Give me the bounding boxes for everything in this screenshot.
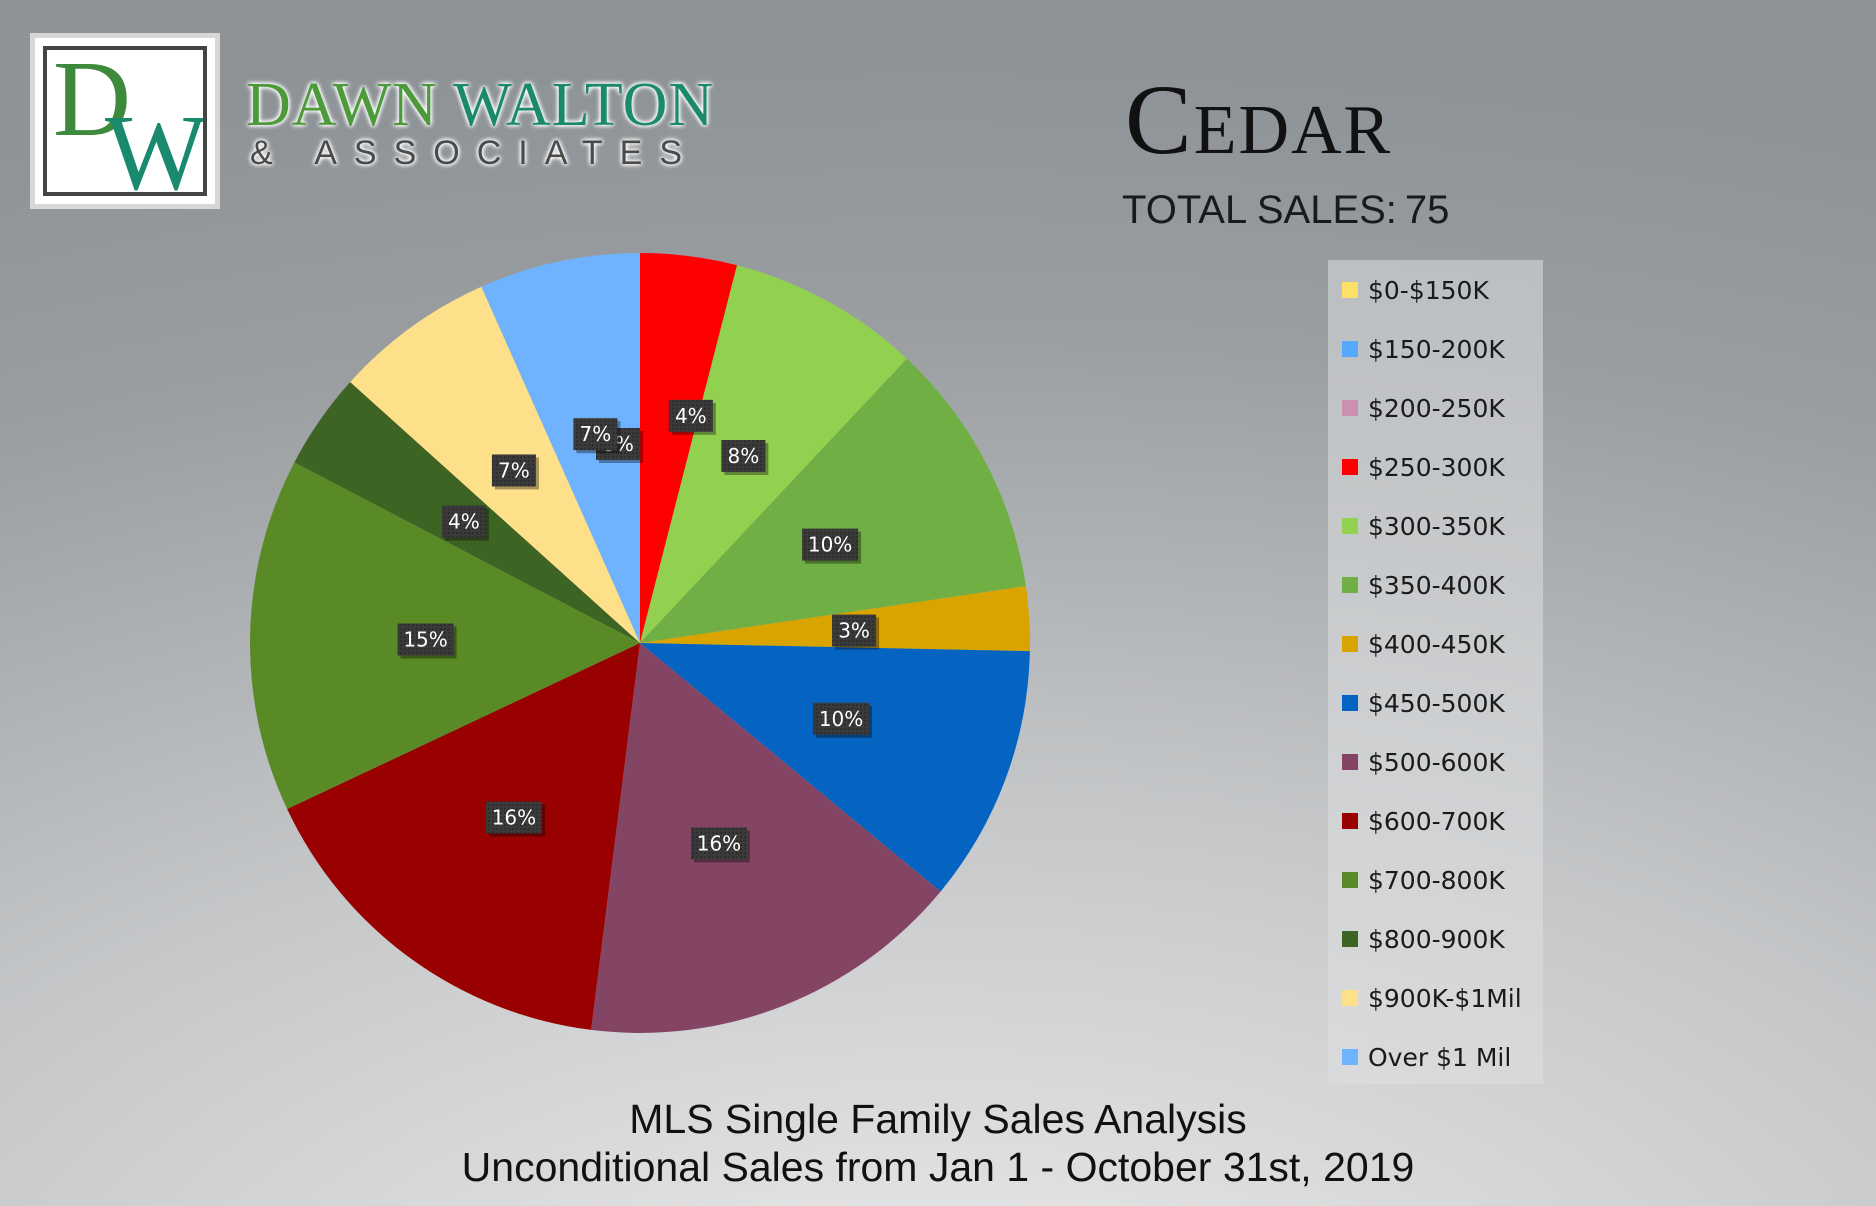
pie-slice-4: [640, 265, 907, 643]
legend-swatch: [1342, 577, 1358, 593]
legend-swatch: [1342, 872, 1358, 888]
legend-label: $250-300K: [1368, 452, 1505, 482]
logo-letter-d: D: [53, 46, 131, 159]
pie-slice-3: [640, 253, 737, 643]
legend-label: $500-600K: [1368, 747, 1505, 777]
pie-data-label-7: 10%: [813, 702, 873, 738]
legend-item: $400-450K: [1342, 629, 1505, 659]
brand-subtitle: & ASSOCIATES: [250, 134, 700, 172]
legend-item: $0-$150K: [1342, 275, 1489, 305]
logo-monogram: D W: [43, 46, 207, 196]
pie-data-label-12: 7%: [491, 454, 539, 490]
legend-label: $150-200K: [1368, 334, 1505, 364]
logo-letter-w: W: [105, 94, 207, 196]
legend-label: $600-700K: [1368, 806, 1505, 836]
legend-label: Over $1 Mil: [1368, 1042, 1512, 1072]
legend-item: $250-300K: [1342, 452, 1505, 482]
svg-text:10%: 10%: [819, 707, 863, 731]
legend-swatch: [1342, 754, 1358, 770]
pie-data-label-3: 4%: [668, 399, 716, 435]
legend-label: $200-250K: [1368, 393, 1505, 423]
legend-label: $450-500K: [1368, 688, 1505, 718]
legend-swatch: [1342, 518, 1358, 534]
svg-text:8%: 8%: [727, 444, 759, 468]
svg-text:4%: 4%: [675, 404, 707, 428]
svg-text:7%: 7%: [498, 458, 530, 482]
svg-text:16%: 16%: [492, 806, 536, 830]
chart-caption-line1: MLS Single Family Sales Analysis: [629, 1096, 1247, 1142]
legend-swatch: [1342, 813, 1358, 829]
pie-data-label-10: 15%: [397, 623, 457, 659]
legend-label: $700-800K: [1368, 865, 1505, 895]
legend-item: $700-800K: [1342, 865, 1505, 895]
svg-text:10%: 10%: [808, 533, 852, 557]
pie-data-label-4: 8%: [721, 440, 769, 476]
legend-item: $300-350K: [1342, 511, 1505, 541]
legend-item: $150-200K: [1342, 334, 1505, 364]
brand-logo: D W: [30, 33, 220, 209]
legend-swatch: [1342, 459, 1358, 475]
pie-data-label-13: 7%: [573, 418, 621, 454]
legend-swatch: [1342, 341, 1358, 357]
chart-caption-line2: Unconditional Sales from Jan 1 - October…: [461, 1144, 1415, 1190]
legend-swatch: [1342, 636, 1358, 652]
legend-label: $900K-$1Mil: [1368, 983, 1522, 1013]
svg-text:16%: 16%: [697, 831, 741, 855]
pie-slice-8: [591, 643, 941, 1033]
pie-data-label-6: 3%: [832, 614, 880, 650]
svg-text:15%: 15%: [403, 628, 447, 652]
svg-text:7%: 7%: [580, 422, 612, 446]
svg-text:3%: 3%: [838, 619, 870, 643]
legend-swatch: [1342, 931, 1358, 947]
legend-label: $0-$150K: [1368, 275, 1489, 305]
legend-item: $450-500K: [1342, 688, 1505, 718]
pie-slice-5: [640, 358, 1026, 643]
brand-name-first: DAWN: [246, 71, 438, 139]
pie-data-label-8: 16%: [690, 827, 750, 863]
brand-name: DAWN WALTON: [246, 70, 714, 141]
total-sales: TOTAL SALES: 75: [1122, 188, 1449, 233]
total-sales-value: 75: [1404, 188, 1450, 232]
chart-legend: $0-$150K $150-200K $200-250K $250-300K $300-…: [1328, 260, 1543, 1084]
legend-swatch: [1342, 1049, 1358, 1065]
legend-label: $800-900K: [1368, 924, 1505, 954]
pie-data-label-11: 4%: [441, 505, 489, 541]
legend-swatch: [1342, 695, 1358, 711]
legend-item: $200-250K: [1342, 393, 1505, 423]
svg-text:4%: 4%: [448, 510, 480, 534]
legend-item: $350-400K: [1342, 570, 1505, 600]
brand-name-last: WALTON: [453, 71, 715, 139]
page-title: Cedar: [1125, 64, 1393, 175]
pie-slice-13: [481, 253, 640, 643]
legend-label: $350-400K: [1368, 570, 1505, 600]
legend-swatch: [1342, 282, 1358, 298]
legend-swatch: [1342, 400, 1358, 416]
pie-data-label-5: 10%: [802, 528, 862, 564]
pie-slice-7: [640, 643, 1030, 892]
legend-item: $800-900K: [1342, 924, 1505, 954]
legend-item: $500-600K: [1342, 747, 1505, 777]
pie-slice-9: [287, 643, 640, 1030]
total-sales-label: TOTAL SALES:: [1122, 188, 1397, 232]
pie-data-label-9: 16%: [485, 801, 545, 837]
legend-item: $600-700K: [1342, 806, 1505, 836]
legend-item: Over $1 Mil: [1342, 1042, 1511, 1072]
legend-swatch: [1342, 990, 1358, 1006]
legend-item: $900K-$1Mil: [1342, 983, 1522, 1013]
legend-label: $400-450K: [1368, 629, 1505, 659]
legend-label: $300-350K: [1368, 511, 1505, 541]
